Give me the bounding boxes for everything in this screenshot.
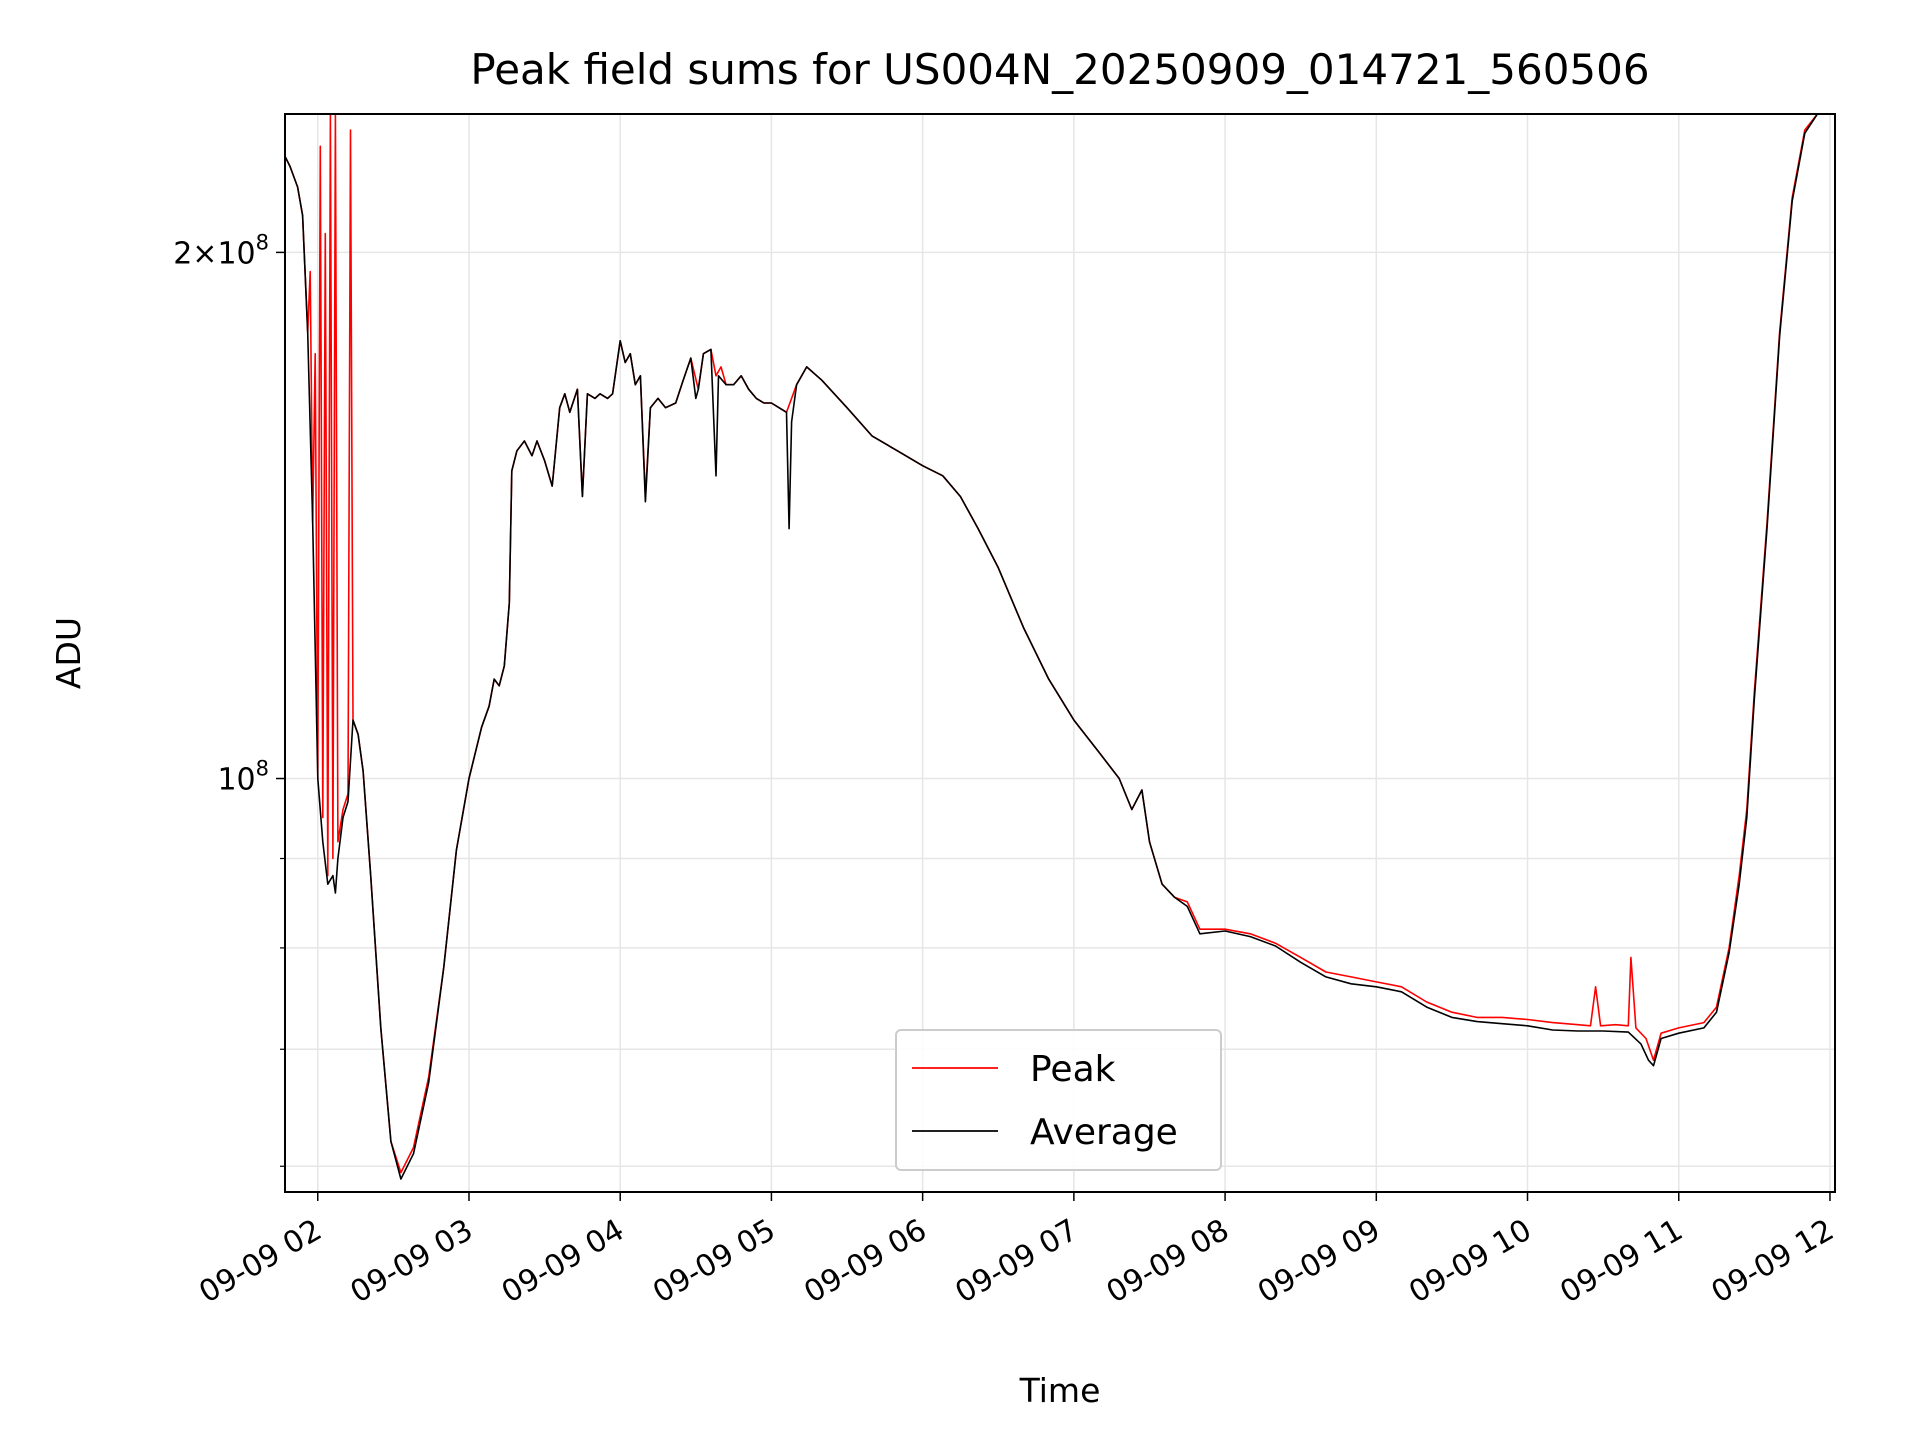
chart-title: Peak field sums for US004N_20250909_0147… — [470, 45, 1649, 94]
legend: Peak Average — [895, 1029, 1222, 1171]
x-axis-label: Time — [1019, 1371, 1101, 1410]
y-tick-label: 2×108 — [173, 230, 269, 271]
legend-box — [895, 1029, 1222, 1171]
plot-series — [284, 113, 1835, 1180]
y-axis-label: ADU — [49, 617, 88, 689]
legend-label-peak: Peak — [1030, 1049, 1116, 1090]
y-tick-label: 108 — [217, 757, 269, 798]
plot-frame — [284, 113, 1836, 1193]
legend-label-average: Average — [1030, 1112, 1178, 1153]
series-line-average — [284, 113, 1835, 1180]
